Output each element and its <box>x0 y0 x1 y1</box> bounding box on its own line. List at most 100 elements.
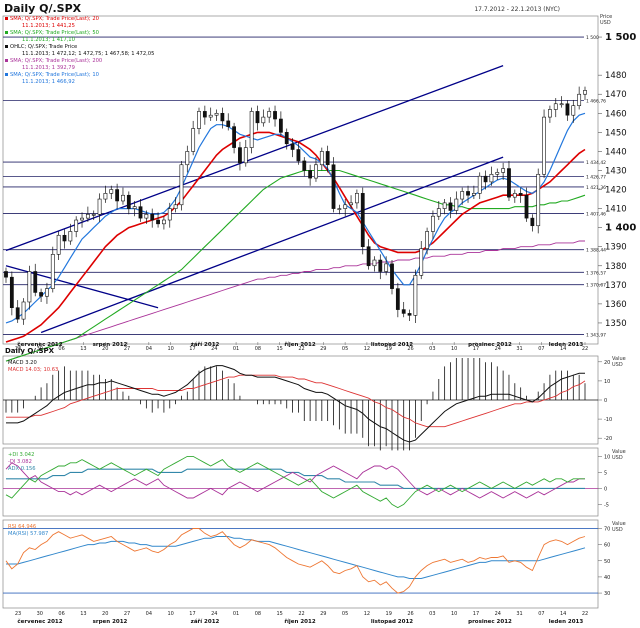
candle-body <box>495 172 500 175</box>
bottom-x-day-label: 17 <box>189 611 195 617</box>
candle-body <box>436 208 441 217</box>
chart-title: Daily Q/.SPX <box>4 2 82 15</box>
candle-body <box>471 193 476 196</box>
candle-body <box>197 111 201 129</box>
candle-body <box>273 111 277 120</box>
level-label: 1 343,97 <box>586 332 606 338</box>
candle-body <box>138 206 143 219</box>
candle-body <box>185 151 190 166</box>
candle-body <box>85 214 90 219</box>
candle-body <box>202 111 207 118</box>
price-tick-label: 1350 <box>605 319 627 329</box>
trend-channel-lines <box>5 65 504 334</box>
candle-body <box>15 307 20 320</box>
x-day-label: 06 <box>58 346 64 352</box>
bottom-x-month-label: srpen 2012 <box>93 619 128 625</box>
candle-body <box>395 288 400 310</box>
candle-body <box>507 168 511 198</box>
candle-body <box>126 194 131 209</box>
candle-body <box>115 189 120 202</box>
candle-body <box>401 309 406 314</box>
rsi-line <box>5 528 586 594</box>
candle-body <box>302 160 307 171</box>
macd-axis-unit: USD <box>612 362 623 368</box>
level-label: 1 370,07 <box>586 283 606 289</box>
candle-body <box>220 112 225 122</box>
rsi-average-line <box>6 536 586 579</box>
candle-body <box>296 149 301 162</box>
bottom-x-day-label: 15 <box>277 611 283 617</box>
x-day-label: 03 <box>429 346 435 352</box>
bottom-x-day-label: 20 <box>102 611 108 617</box>
bottom-x-day-label: 31 <box>516 611 522 617</box>
candle-body <box>179 164 184 206</box>
bottom-x-day-label: 03 <box>429 611 435 617</box>
macd-panel-title: Daily Q/.SPX <box>5 347 55 355</box>
bottom-x-month-label: říjen 2012 <box>284 618 316 625</box>
x-day-label: 20 <box>102 346 108 352</box>
bottom-x-month-label: září 2012 <box>191 618 220 625</box>
macd-line <box>6 365 585 443</box>
level-label: 1 388,44 <box>586 248 606 254</box>
candle-body <box>466 191 470 196</box>
candle-body <box>343 204 348 209</box>
candlestick-series[interactable] <box>4 86 587 325</box>
rsi-axis-unit: USD <box>612 527 623 533</box>
candle-body <box>583 90 587 95</box>
candle-body <box>144 214 149 219</box>
candle-body <box>249 111 254 148</box>
level-label: 1 376,57 <box>586 270 606 276</box>
candle-body <box>536 173 541 227</box>
candle-body <box>261 116 266 124</box>
rsi-tick-label: 70 <box>604 526 610 532</box>
candle-body <box>255 111 260 124</box>
price-tick-label: 1430 <box>605 166 627 176</box>
candle-body <box>45 288 49 297</box>
x-day-label: 13 <box>80 346 86 352</box>
candle-body <box>97 198 102 215</box>
x-month-label: listopad 2012 <box>371 342 413 348</box>
candle-body <box>454 198 459 211</box>
price-tick-label: 1370 <box>605 281 627 291</box>
level-label: 1 500 <box>586 35 599 41</box>
candle-body <box>384 263 389 272</box>
candle-body <box>68 231 73 242</box>
bottom-x-day-label: 24 <box>495 611 501 617</box>
candle-body <box>512 193 517 198</box>
candle-body <box>559 103 564 106</box>
macd-series: 20 10 0 -10 -20 <box>3 358 612 451</box>
price-axis-title: Price <box>600 14 612 20</box>
candle-body <box>419 248 424 276</box>
macd-tick-label: 10 <box>604 379 610 385</box>
dmi-tick-label: -5 <box>604 502 609 508</box>
bottom-x-month-label: leden 2013 <box>549 619 584 625</box>
x-day-label: 27 <box>124 346 130 352</box>
candle-body <box>39 292 43 297</box>
bottom-x-day-label: 19 <box>386 611 392 617</box>
candle-body <box>442 202 447 209</box>
x-day-label: 15 <box>277 346 283 352</box>
adx-line <box>6 468 585 489</box>
x-month-label: září 2012 <box>191 341 220 348</box>
dmi-legend-minus: -DI 3.082 <box>8 459 32 465</box>
x-day-label: 29 <box>320 346 326 352</box>
bottom-x-day-label: 08 <box>255 611 261 617</box>
candle-body <box>337 208 342 210</box>
candle-body <box>319 151 324 166</box>
x-month-label: říjen 2012 <box>284 341 316 348</box>
candle-body <box>243 147 248 164</box>
candle-body <box>407 313 412 316</box>
candle-body <box>103 193 108 200</box>
candle-body <box>74 219 79 232</box>
rsi-tick-label: 40 <box>604 575 610 581</box>
x-month-label: srpen 2012 <box>93 342 128 348</box>
bottom-x-day-label: 26 <box>407 611 413 617</box>
price-axis-unit: USD <box>600 20 611 26</box>
candle-body <box>413 274 418 316</box>
minus-di-line <box>5 462 585 499</box>
bottom-x-day-label: 10 <box>167 611 173 617</box>
candle-body <box>208 114 213 118</box>
candle-body <box>191 128 196 152</box>
x-month-label: červenec 2012 <box>17 341 62 348</box>
candle-body <box>232 126 236 148</box>
